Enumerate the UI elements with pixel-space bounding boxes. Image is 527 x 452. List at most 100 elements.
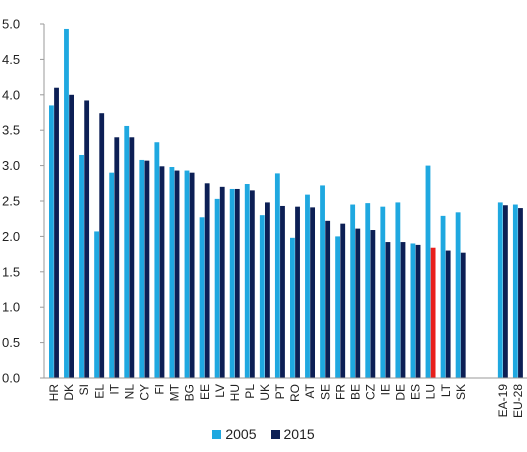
x-tick-label-sk: SK <box>454 384 468 400</box>
x-axis: HR DK SI EL IT NL CY FI MT BG EE LV HU PL UK PT RO AT SE FR… <box>44 377 527 418</box>
bar-pt-2005 <box>274 173 280 378</box>
bar-be-2015 <box>355 228 361 378</box>
x-tick-label-fi: FI <box>153 384 167 395</box>
bar-hu-2015 <box>234 188 240 378</box>
bar-mt-2015 <box>174 170 180 378</box>
x-tick-label-hu: HU <box>228 384 242 401</box>
y-tick-label: 3.5 <box>2 123 20 138</box>
x-tick-label-fr: FR <box>333 384 347 400</box>
bar-it-2005 <box>109 172 115 378</box>
x-tick-label-bg: BG <box>183 384 197 401</box>
bar-at-2015 <box>310 207 316 378</box>
x-tick-label-de: DE <box>394 384 408 401</box>
y-tick-label: 4.5 <box>2 52 20 67</box>
bar-ee-2015 <box>204 183 210 378</box>
bar-pt-2015 <box>280 205 285 378</box>
y-tick-label: 4.0 <box>2 87 20 102</box>
bar-ie-2005 <box>380 206 386 378</box>
bar-se-2015 <box>325 220 331 378</box>
x-tick-label-ie: IE <box>379 384 393 395</box>
x-tick-label-cy: CY <box>137 384 151 401</box>
legend-swatch-2015 <box>270 429 280 439</box>
y-tick-label: 0.0 <box>2 371 20 386</box>
bar-de-2015 <box>400 242 406 378</box>
bar-ea-19-2015 <box>502 205 508 378</box>
x-tick-label-lv: LV <box>213 384 227 398</box>
x-tick-label-ea-19: EA-19 <box>496 384 510 418</box>
x-tick-label-at: AT <box>303 383 317 398</box>
x-tick-label-hr: HR <box>47 384 61 402</box>
x-tick-label-pl: PL <box>243 384 257 399</box>
legend-swatch-2005 <box>212 429 222 439</box>
bar-se-2005 <box>320 185 325 378</box>
bar-ee-2005 <box>199 217 205 378</box>
bar-el-2015 <box>99 113 105 378</box>
bar-pl-2005 <box>244 184 250 378</box>
bar-lv-2005 <box>214 198 220 378</box>
bar-cy-2005 <box>139 159 145 378</box>
x-tick-label-se: SE <box>318 384 332 400</box>
bar-es-2005 <box>410 243 416 378</box>
bar-hr-2005 <box>49 105 54 379</box>
bar-sk-2005 <box>455 212 461 378</box>
bar-nl-2005 <box>124 125 130 379</box>
y-tick-label: 3.0 <box>2 158 20 173</box>
bar-mt-2005 <box>169 167 175 378</box>
bar-fi-2015 <box>159 166 165 378</box>
y-tick-label: 0.5 <box>2 335 20 350</box>
x-tick-label-eu-28: EU-28 <box>511 384 525 418</box>
bar-chart: 0.0 0.5 1.0 1.5 2.0 2.5 3.0 3.5 4.0 4.5 5.0 HR DK SI… <box>2 17 527 418</box>
y-axis: 0.0 0.5 1.0 1.5 2.0 2.5 3.0 3.5 4.0 4.5 5.0 <box>2 17 45 386</box>
x-tick-label-cz: CZ <box>363 384 377 400</box>
x-tick-label-ee: EE <box>198 384 212 400</box>
x-tick-label-el: EL <box>92 384 106 399</box>
bar-si-2015 <box>84 100 90 379</box>
bar-ie-2015 <box>385 242 391 378</box>
bar-bg-2015 <box>189 172 195 378</box>
bar-lt-2015 <box>445 250 451 378</box>
y-tick-label: 1.5 <box>2 264 20 279</box>
bar-lv-2015 <box>219 186 225 378</box>
bar-lu-2015 <box>430 247 436 378</box>
bar-ro-2015 <box>295 206 300 378</box>
bar-fr-2005 <box>335 236 341 378</box>
bar-es-2015 <box>415 244 421 378</box>
bar-dk-2015 <box>69 94 75 379</box>
bar-lu-2005 <box>425 165 431 378</box>
bar-el-2005 <box>94 231 100 378</box>
x-tick-label-ro: RO <box>288 384 302 402</box>
bar-ea-19-2005 <box>497 202 503 378</box>
y-tick-label: 5.0 <box>2 17 20 32</box>
x-tick-label-si: SI <box>77 384 91 395</box>
bar-de-2005 <box>395 202 401 378</box>
x-tick-label-lt: LT <box>439 383 453 397</box>
bar-cy-2015 <box>144 160 150 378</box>
x-tick-label-es: ES <box>409 384 423 400</box>
x-tick-label-lu: LU <box>424 384 438 399</box>
x-tick-label-be: BE <box>348 384 362 400</box>
y-tick-label: 2.0 <box>2 229 20 244</box>
bars <box>49 28 523 379</box>
x-tick-label-uk: UK <box>258 384 272 401</box>
bar-be-2005 <box>350 204 356 378</box>
legend-label-2005: 2005 <box>225 426 257 442</box>
bar-it-2015 <box>114 137 120 378</box>
legend-item-2015: 2015 <box>270 426 315 442</box>
bar-uk-2005 <box>259 215 265 378</box>
bar-eu-28-2005 <box>512 204 518 378</box>
y-tick-label: 2.5 <box>2 194 20 209</box>
bar-cz-2015 <box>370 230 376 378</box>
bar-sk-2015 <box>460 252 466 378</box>
bar-hr-2015 <box>54 87 59 378</box>
bar-ro-2005 <box>290 237 295 378</box>
x-tick-label-dk: DK <box>62 384 76 401</box>
bar-at-2005 <box>305 194 310 378</box>
bar-fi-2005 <box>154 142 160 378</box>
x-tick-label-it: IT <box>107 383 121 394</box>
x-tick-label-mt: MT <box>168 383 182 401</box>
legend: 2005 2015 <box>0 426 527 442</box>
bar-dk-2005 <box>64 28 69 379</box>
bar-bg-2005 <box>184 170 190 378</box>
x-tick-label-pt: PT <box>273 383 287 399</box>
bar-cz-2005 <box>365 203 371 378</box>
